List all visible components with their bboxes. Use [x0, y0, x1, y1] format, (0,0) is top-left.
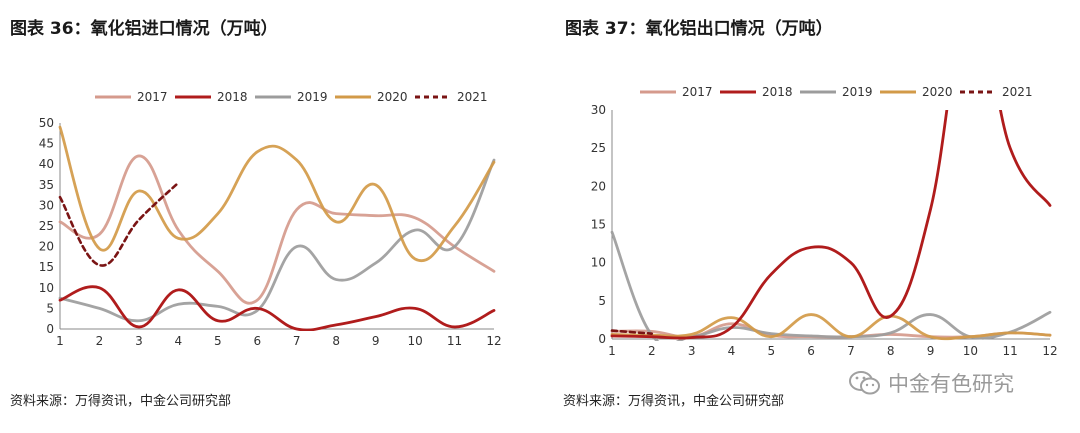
left-y-tick-label: 0 — [46, 322, 54, 336]
left-y-tick-label: 15 — [39, 260, 54, 274]
wechat-icon — [849, 371, 880, 395]
left-legend-label-2017: 2017 — [137, 90, 168, 104]
left-x-tick-label: 5 — [214, 334, 222, 348]
right-x-tick-label: 11 — [1003, 344, 1018, 358]
right-x-tick-label: 4 — [728, 344, 736, 358]
right-legend-label-2017: 2017 — [682, 85, 713, 99]
left-y-tick-label: 50 — [39, 116, 54, 130]
left-legend-label-2021: 2021 — [457, 90, 488, 104]
left-y-tick-label: 20 — [39, 240, 54, 254]
right-x-tick-label: 6 — [807, 344, 815, 358]
right-plot-area — [610, 110, 1052, 341]
left-x-tick-label: 2 — [96, 334, 104, 348]
left-series-2019 — [58, 158, 496, 323]
right-y-tick-label: 5 — [598, 294, 606, 308]
left-legend-label-2019: 2019 — [297, 90, 328, 104]
left-y-tick-label: 25 — [39, 219, 54, 233]
right-x-tick-label: 5 — [767, 344, 775, 358]
right-x-tick-label: 1 — [608, 344, 616, 358]
right-y-tick-label: 20 — [591, 179, 606, 193]
right-legend-label-2021: 2021 — [1002, 85, 1033, 99]
right-x-tick-label: 8 — [887, 344, 895, 358]
right-chart-title: 图表 37：氧化铝出口情况（万吨） — [565, 19, 833, 39]
right-source-note: 资料来源：万得资讯，中金公司研究部 — [563, 394, 785, 409]
left-y-tick-label: 10 — [39, 281, 54, 295]
right-x-tick-label: 3 — [688, 344, 696, 358]
right-legend-label-2020: 2020 — [922, 85, 953, 99]
left-legend-label-2018: 2018 — [217, 90, 248, 104]
left-x-tick-label: 3 — [135, 334, 143, 348]
right-x-tick-label: 10 — [963, 344, 978, 358]
right-x-tick-label: 7 — [847, 344, 855, 358]
left-chart-title: 图表 36：氧化铝进口情况（万吨） — [10, 19, 278, 39]
left-x-tick-label: 12 — [486, 334, 501, 348]
right-y-tick-label: 30 — [591, 103, 606, 117]
left-series-2017 — [58, 154, 496, 305]
left-series-2018 — [58, 285, 496, 331]
right-y-tick-label: 25 — [591, 141, 606, 155]
right-series-2018 — [610, 110, 1052, 340]
left-x-tick-label: 6 — [253, 334, 261, 348]
left-y-tick-label: 30 — [39, 198, 54, 212]
right-legend-label-2019: 2019 — [842, 85, 873, 99]
left-x-tick-label: 8 — [332, 334, 340, 348]
left-series-2021 — [58, 181, 180, 267]
left-y-tick-label: 5 — [46, 301, 54, 315]
left-x-tick-label: 7 — [293, 334, 301, 348]
right-y-tick-label: 10 — [591, 256, 606, 270]
left-series-2020 — [58, 125, 496, 263]
left-x-tick-label: 4 — [175, 334, 183, 348]
left-x-tick-label: 10 — [407, 334, 422, 348]
right-y-tick-label: 0 — [598, 332, 606, 346]
watermark-text: 中金有色研究 — [888, 372, 1014, 396]
right-x-tick-label: 9 — [927, 344, 935, 358]
right-legend-label-2018: 2018 — [762, 85, 793, 99]
watermark: 中金有色研究 — [848, 368, 1014, 398]
left-legend-label-2020: 2020 — [377, 90, 408, 104]
left-source-note: 资料来源：万得资讯，中金公司研究部 — [10, 394, 232, 409]
left-y-tick-label: 45 — [39, 137, 54, 151]
right-x-tick-label: 2 — [648, 344, 656, 358]
left-plot-area — [58, 125, 496, 331]
left-x-tick-label: 1 — [56, 334, 64, 348]
right-x-tick-label: 12 — [1042, 344, 1057, 358]
right-series-2021 — [610, 329, 654, 335]
left-x-tick-label: 9 — [372, 334, 380, 348]
right-y-tick-label: 15 — [591, 218, 606, 232]
left-x-tick-label: 11 — [447, 334, 462, 348]
right-series-2020 — [610, 313, 1052, 341]
left-y-tick-label: 35 — [39, 178, 54, 192]
left-y-tick-label: 40 — [39, 157, 54, 171]
